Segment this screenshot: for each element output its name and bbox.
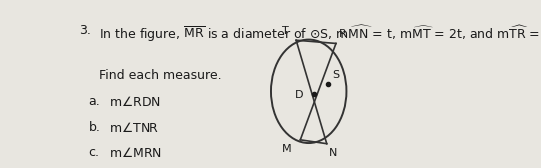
Text: c.: c. — [89, 146, 100, 159]
Text: T: T — [282, 26, 288, 36]
Text: m$\angle$MRN: m$\angle$MRN — [109, 146, 162, 160]
Text: D: D — [295, 90, 304, 100]
Text: N: N — [328, 148, 337, 158]
Text: Find each measure.: Find each measure. — [99, 69, 222, 82]
Text: S: S — [332, 70, 339, 80]
Text: a.: a. — [89, 95, 100, 108]
Text: 3.: 3. — [80, 24, 91, 37]
Text: m$\angle$RDN: m$\angle$RDN — [109, 95, 161, 109]
Text: In the figure, $\overline{\mathregular{MR}}$ is a diameter of $\odot$S, m$\wideh: In the figure, $\overline{\mathregular{M… — [99, 24, 541, 44]
Text: m$\angle$TNR: m$\angle$TNR — [109, 121, 159, 135]
Text: M: M — [281, 144, 291, 154]
Text: b.: b. — [89, 121, 101, 134]
Text: R: R — [339, 29, 347, 39]
